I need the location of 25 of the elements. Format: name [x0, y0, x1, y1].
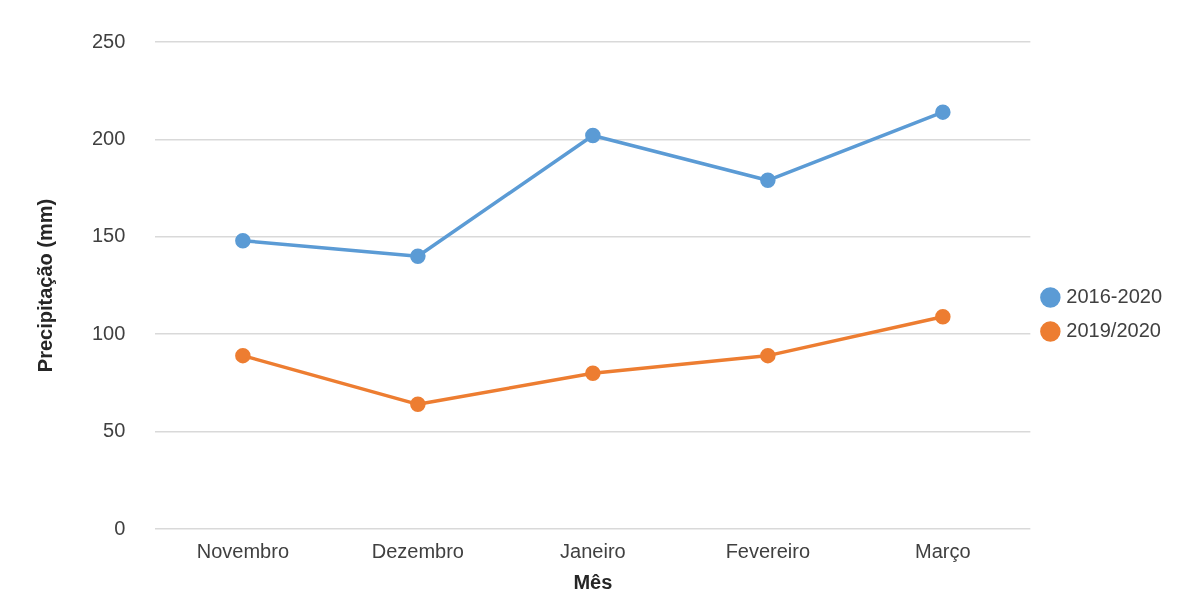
point	[235, 232, 251, 249]
y-tick-label: 0	[114, 516, 126, 539]
legend-label: 2016-2020	[1066, 285, 1163, 308]
point	[585, 127, 601, 144]
x-axis-title: Mês	[573, 570, 613, 593]
point	[410, 248, 426, 265]
point	[935, 308, 951, 325]
y-tick-label: 50	[103, 419, 126, 442]
y-tick-label: 250	[91, 29, 126, 52]
point	[935, 104, 951, 120]
y-axis-title: Precipitação (mm)	[33, 198, 56, 373]
point	[410, 396, 426, 413]
x-tick-label: Novembro	[196, 539, 289, 562]
point	[235, 347, 251, 364]
x-tick-label: Janeiro	[560, 539, 626, 562]
point	[585, 365, 601, 381]
point	[760, 172, 776, 189]
point	[760, 347, 776, 364]
legend-label: 2019/2020	[1066, 319, 1161, 342]
y-tick-label: 150	[91, 224, 126, 247]
x-tick-label: Março	[915, 539, 971, 562]
x-tick-label: Dezembro	[371, 539, 464, 562]
y-tick-label: 100	[91, 321, 126, 344]
x-tick-label: Fevereiro	[725, 539, 811, 562]
y-tick-label: 200	[91, 126, 126, 149]
